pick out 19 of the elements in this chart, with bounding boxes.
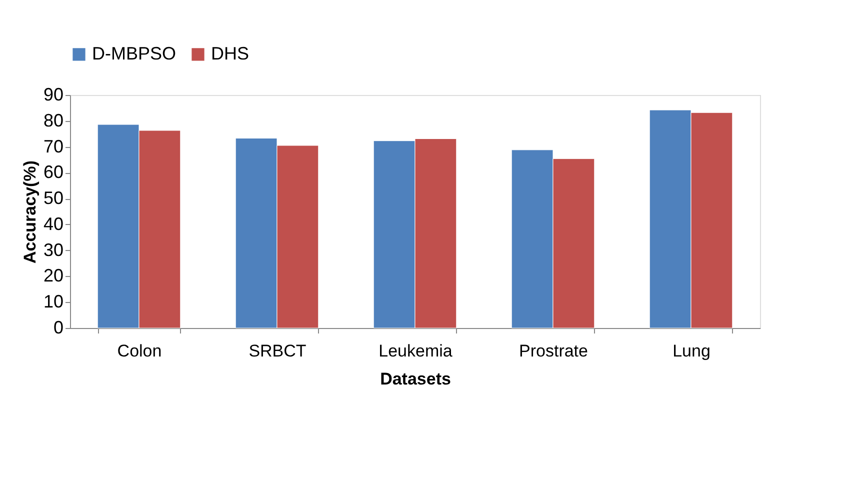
y-tick-label: 60 (43, 162, 64, 182)
y-tick-label: 40 (43, 214, 64, 234)
x-tick-label: Prostrate (519, 342, 588, 360)
y-tick-label: 10 (43, 292, 64, 312)
y-tick-label: 70 (43, 136, 64, 156)
y-tick-label: 0 (53, 318, 64, 338)
y-tick-label: 30 (43, 240, 64, 260)
y-tick-label: 50 (43, 188, 64, 208)
x-tick-label: Lung (672, 342, 710, 360)
y-tick-label: 90 (43, 84, 64, 104)
x-tick-label: Colon (117, 342, 162, 360)
x-tick-label: SRBCT (248, 342, 306, 360)
y-tick-label: 20 (43, 266, 64, 286)
y-tick-label: 80 (43, 110, 64, 130)
y-axis-title: Accuracy(%) (20, 160, 40, 264)
x-tick-label: Leukemia (378, 342, 453, 360)
legend-label: D-MBPSO (92, 43, 176, 64)
x-axis-title: Datasets (380, 370, 451, 388)
legend-label: DHS (211, 43, 250, 64)
